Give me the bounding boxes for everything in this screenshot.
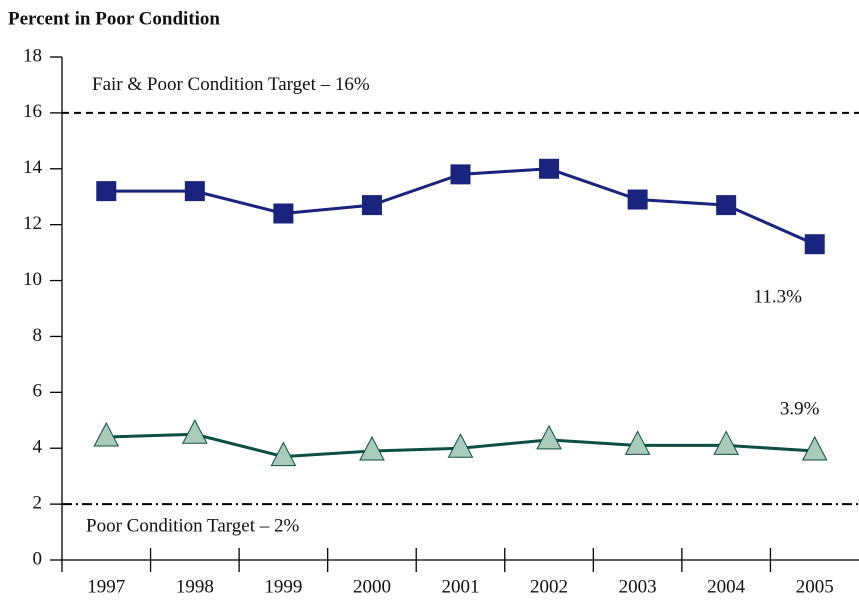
- marker: [270, 441, 297, 467]
- marker: [273, 203, 294, 224]
- marker: [624, 430, 651, 455]
- marker: [359, 435, 385, 461]
- x-tick-label: 2002: [530, 576, 568, 597]
- marker: [716, 195, 737, 216]
- marker: [713, 430, 739, 455]
- y-tick-label: 14: [23, 157, 43, 178]
- chart-title: Percent in Poor Condition: [8, 8, 220, 29]
- marker: [801, 435, 828, 461]
- x-tick-label: 2000: [353, 576, 391, 597]
- data-label: 11.3%: [754, 287, 803, 308]
- y-tick-label: 0: [33, 548, 43, 569]
- x-tick-label: 2001: [442, 576, 480, 597]
- x-tick-label: 1998: [176, 576, 214, 597]
- marker: [536, 424, 562, 450]
- reference-label: Fair & Poor Condition Target – 16%: [92, 74, 370, 95]
- marker: [539, 158, 560, 179]
- y-tick-label: 2: [33, 492, 43, 513]
- x-tick-label: 2005: [796, 576, 834, 597]
- marker: [447, 433, 474, 458]
- marker: [93, 421, 120, 447]
- marker: [182, 419, 208, 444]
- marker: [184, 181, 205, 202]
- data-label: 3.9%: [780, 398, 820, 419]
- marker: [627, 189, 648, 210]
- x-tick-label: 2004: [707, 576, 746, 597]
- y-tick-label: 4: [33, 437, 43, 458]
- y-tick-label: 10: [23, 269, 42, 290]
- x-tick-label: 2003: [619, 576, 657, 597]
- y-tick-label: 18: [23, 45, 42, 66]
- y-tick-label: 8: [33, 325, 43, 346]
- marker: [804, 234, 825, 255]
- x-tick-label: 1999: [264, 576, 302, 597]
- y-tick-label: 6: [33, 381, 43, 402]
- reference-label: Poor Condition Target – 2%: [86, 515, 299, 536]
- x-tick-label: 1997: [87, 576, 125, 597]
- marker: [96, 181, 117, 202]
- y-tick-label: 12: [23, 213, 42, 234]
- marker: [361, 195, 382, 216]
- marker: [450, 164, 471, 185]
- y-tick-label: 16: [23, 101, 42, 122]
